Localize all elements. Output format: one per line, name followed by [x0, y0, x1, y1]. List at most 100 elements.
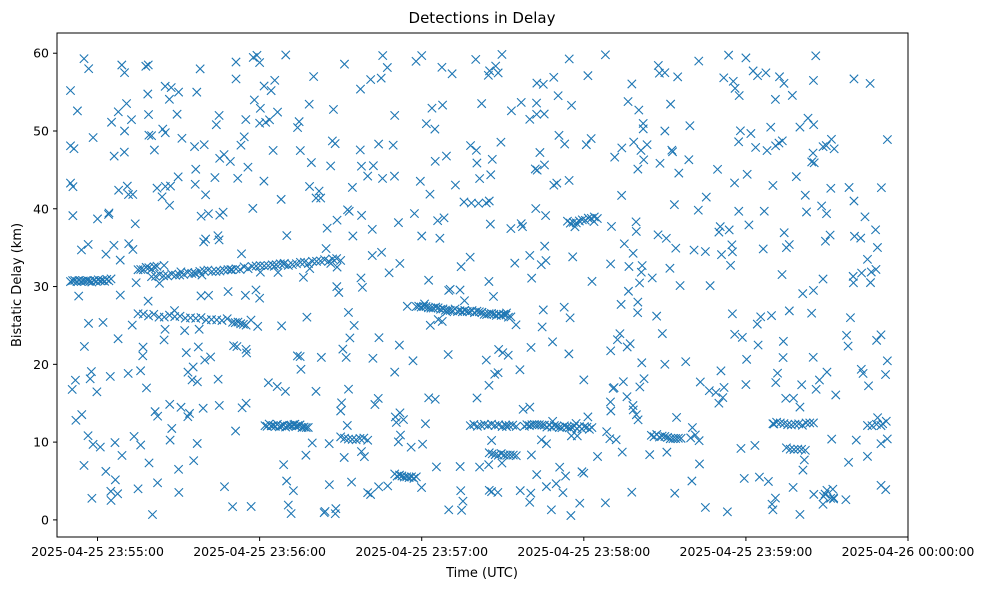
- data-point: [484, 380, 494, 390]
- data-point: [669, 200, 679, 210]
- data-point: [811, 384, 821, 394]
- data-point: [430, 394, 440, 404]
- data-point: [800, 445, 810, 455]
- data-point: [106, 274, 116, 284]
- data-point: [101, 249, 111, 259]
- data-point: [486, 170, 496, 180]
- data-point: [752, 319, 762, 329]
- data-point: [332, 215, 342, 225]
- data-point: [472, 393, 482, 403]
- data-point: [628, 400, 638, 411]
- data-point: [805, 418, 815, 428]
- data-point: [484, 276, 494, 287]
- data-point: [781, 393, 791, 403]
- data-point: [143, 60, 153, 70]
- data-point: [612, 335, 623, 345]
- data-point: [268, 145, 278, 156]
- data-point: [602, 427, 612, 437]
- data-point: [207, 266, 217, 277]
- data-point: [560, 471, 571, 481]
- data-point: [525, 497, 535, 507]
- data-point: [338, 344, 348, 354]
- data-point: [858, 368, 868, 379]
- data-point: [498, 348, 508, 358]
- x-tick-label: 2025-04-25 23:59:00: [680, 544, 813, 559]
- data-point: [808, 352, 818, 362]
- data-point: [799, 455, 809, 465]
- data-point: [231, 264, 241, 274]
- data-point: [541, 439, 552, 449]
- data-point: [430, 156, 440, 166]
- data-point: [645, 450, 655, 460]
- data-point: [327, 136, 337, 146]
- data-point: [222, 314, 232, 324]
- data-point: [131, 278, 141, 288]
- data-point: [390, 110, 400, 121]
- data-point: [828, 494, 839, 504]
- data-point: [730, 83, 740, 93]
- data-point: [196, 211, 206, 221]
- data-point: [355, 145, 365, 155]
- data-point: [402, 301, 412, 311]
- data-point: [583, 213, 593, 223]
- data-point: [808, 418, 819, 428]
- data-point: [862, 254, 873, 264]
- data-point: [491, 61, 501, 71]
- data-point: [348, 231, 358, 241]
- data-point: [476, 420, 486, 430]
- data-point: [551, 479, 561, 489]
- data-point: [450, 180, 461, 190]
- data-point: [339, 433, 350, 443]
- data-point: [373, 393, 383, 403]
- data-point: [565, 313, 575, 323]
- data-point: [515, 365, 525, 375]
- data-point: [538, 79, 548, 89]
- data-point: [128, 189, 138, 200]
- data-point: [715, 222, 725, 232]
- data-point: [881, 485, 891, 495]
- data-point: [606, 259, 616, 269]
- data-point: [349, 320, 359, 331]
- data-point: [801, 207, 812, 217]
- data-point: [808, 285, 819, 296]
- data-point: [481, 355, 491, 365]
- data-point: [841, 330, 852, 340]
- data-point: [882, 356, 892, 366]
- data-point: [328, 104, 339, 115]
- data-point: [309, 71, 319, 82]
- data-point: [487, 154, 497, 164]
- data-point: [395, 430, 406, 440]
- data-point: [189, 142, 200, 152]
- data-point: [788, 482, 798, 493]
- data-point: [798, 465, 808, 475]
- data-point: [110, 438, 120, 448]
- data-point: [417, 231, 427, 241]
- data-point: [503, 312, 514, 322]
- data-point: [700, 502, 710, 513]
- data-point: [634, 278, 645, 288]
- data-point: [86, 367, 96, 377]
- x-tick-label: 2025-04-25 23:58:00: [517, 544, 650, 559]
- data-point: [472, 421, 482, 431]
- data-point: [83, 239, 93, 250]
- data-point: [282, 476, 292, 486]
- data-point: [196, 313, 206, 323]
- data-point: [511, 320, 521, 330]
- data-point: [324, 480, 334, 490]
- data-point: [606, 221, 617, 232]
- data-point: [870, 225, 881, 235]
- data-point: [251, 285, 261, 295]
- data-point: [628, 405, 638, 415]
- data-point: [152, 261, 162, 271]
- data-point: [770, 94, 781, 104]
- data-point: [104, 208, 114, 218]
- data-point: [633, 164, 643, 174]
- data-point: [88, 439, 98, 449]
- data-point: [219, 265, 229, 275]
- data-point: [808, 148, 818, 158]
- data-point: [292, 351, 303, 361]
- data-point: [475, 173, 485, 184]
- data-point: [655, 158, 665, 168]
- data-point: [662, 447, 672, 457]
- data-point: [560, 139, 570, 149]
